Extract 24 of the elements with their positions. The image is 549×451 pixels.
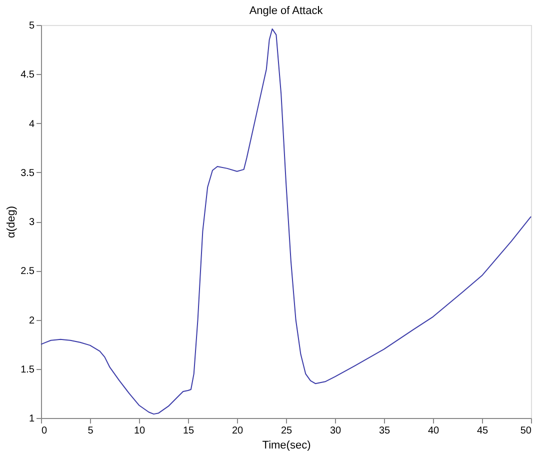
x-tick-label: 30 [330, 426, 342, 436]
y-tick-label: 4 [28, 118, 35, 130]
y-tick-label: 1 [28, 414, 35, 424]
x-tick-label: 20 [232, 426, 244, 436]
y-tick-label: 2.5 [20, 266, 35, 278]
x-tick-label: 5 [88, 426, 94, 436]
y-axis-title: α(deg) [6, 206, 18, 238]
y-tick-label: 3 [28, 217, 35, 228]
x-tick-label: 10 [134, 426, 146, 436]
y-tick-label: 4.5 [20, 70, 35, 81]
x-tick-label: 45 [476, 426, 488, 436]
chart-title: Angle of Attack [249, 5, 324, 17]
y-tick-label: 2 [28, 315, 35, 326]
x-axis-title: Time(sec) [262, 440, 311, 451]
y-tick-label: 1.5 [20, 364, 35, 376]
y-tick-label: 5 [28, 20, 35, 32]
x-tick-label: 0 [42, 426, 48, 436]
x-tick-label: 40 [428, 426, 440, 436]
x-tick-label: 25 [280, 426, 292, 436]
x-tick-label: 50 [520, 426, 532, 436]
line-series [40, 28, 532, 415]
y-tick-label: 3.5 [20, 168, 35, 179]
x-tick-label: 35 [378, 426, 390, 436]
x-tick-label: 15 [182, 426, 194, 436]
